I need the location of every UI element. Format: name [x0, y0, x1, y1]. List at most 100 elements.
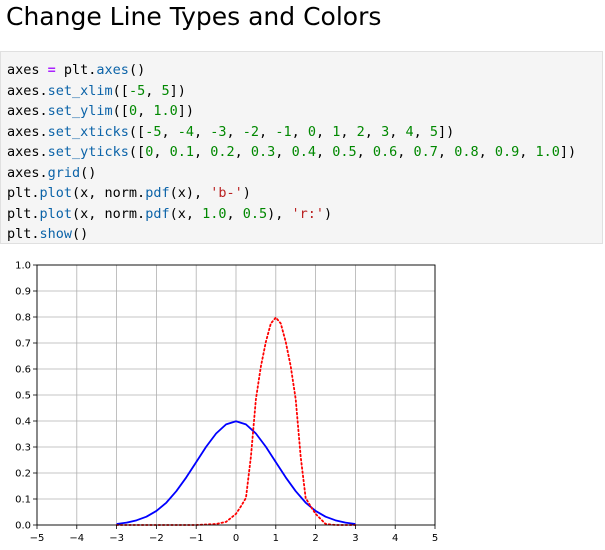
code-token: , [397, 144, 414, 160]
code-token: 5 [161, 82, 170, 99]
x-tick-label: 0 [233, 533, 239, 544]
code-token: 1 [332, 123, 341, 140]
code-token: set_xticks [47, 123, 129, 140]
code-line: axes.set_ylim([0, 1.0]) [7, 101, 576, 122]
code-line: plt.plot(x, norm.pdf(x, 1.0, 0.5), 'r:') [7, 204, 576, 225]
code-token: , [413, 123, 430, 140]
code-token: ([ [128, 144, 146, 160]
code-token: () [72, 226, 89, 242]
code-token: 1.0 [202, 205, 227, 222]
code-token: , [161, 123, 178, 140]
line-chart: −5 −4 −3 −2 −1 0 1 2 3 4 5 0.0 0.1 0.2 0.3 0.4 0.5 0.6 0.7… [15, 261, 438, 545]
code-token: plot [39, 185, 73, 201]
code-token: , [226, 123, 243, 140]
code-token: , [275, 144, 292, 160]
y-tick-label: 0.1 [15, 495, 31, 506]
code-token: () [80, 164, 97, 181]
code-line: axes.set_yticks([0, 0.1, 0.2, 0.3, 0.4, … [7, 142, 576, 163]
code-token: , [193, 144, 211, 160]
code-token: show [39, 226, 73, 242]
code-token: , [364, 123, 382, 140]
code-line: axes.set_xlim([-5, 5]) [7, 81, 576, 102]
code-token: , [315, 144, 333, 160]
code-token: 'b-' [210, 185, 243, 201]
code-token: axes. [7, 123, 48, 140]
code-token: axes. [7, 82, 48, 99]
y-tick-label: 0.9 [15, 287, 31, 298]
code-token: , [193, 123, 211, 140]
code-token: 0.1 [169, 144, 194, 160]
code-token: -5 [128, 82, 146, 99]
code-token: -1 [275, 123, 292, 140]
y-tick-label: 0.6 [15, 365, 31, 376]
code-token: plt. [55, 62, 97, 78]
y-tick-label: 0.4 [15, 417, 31, 428]
y-tick-label: 0.3 [15, 443, 31, 454]
y-tick-label: 0.8 [15, 313, 31, 324]
code-token: 0 [128, 103, 138, 119]
code-token: 0.2 [210, 144, 235, 160]
code-token: 4 [405, 123, 414, 140]
series-line-red [115, 316, 357, 526]
code-token: axes [96, 62, 129, 78]
code-token: 5 [429, 123, 439, 140]
code-token: , [519, 144, 536, 160]
code-token: -3 [210, 123, 227, 140]
code-token: 0.8 [454, 144, 479, 160]
code-token: 0.5 [332, 144, 357, 160]
code-line: axes = plt.axes() [7, 60, 576, 81]
code-token: ), [267, 205, 292, 222]
code-token: , [153, 144, 170, 160]
code-token: axes. [7, 144, 48, 160]
x-tick-label: 2 [312, 533, 318, 544]
code-token: ]) [559, 144, 577, 160]
code-token: , [291, 123, 308, 140]
code-token: 1.0 [535, 144, 560, 160]
code-token: () [128, 62, 146, 78]
x-tick-label: −1 [189, 533, 204, 544]
code-token: -2 [242, 123, 260, 140]
code-token: pdf [145, 185, 170, 201]
code-token: 0 [307, 123, 316, 140]
code-token: , [145, 82, 162, 99]
y-tick-label: 0.2 [15, 469, 31, 480]
x-tick-label: −5 [30, 533, 45, 544]
code-token: axes. [7, 164, 48, 181]
x-tick-label: 1 [273, 533, 279, 544]
code-token: grid [47, 164, 81, 181]
code-token: , [340, 123, 357, 140]
code-token: ([ [112, 82, 129, 99]
code-lines: axes = plt.axes() axes.set_xlim([-5, 5]) a… [7, 60, 576, 245]
code-token: , [259, 123, 276, 140]
code-cell[interactable]: axes = plt.axes() axes.set_xlim([-5, 5]) a… [0, 51, 603, 244]
code-token: 0.7 [413, 144, 438, 160]
code-token: ([ [112, 103, 129, 119]
code-token: plt. [7, 185, 40, 201]
code-token: ) [242, 185, 251, 201]
code-token: 0.4 [291, 144, 316, 160]
code-token: (x, [169, 205, 203, 222]
code-token: -5 [145, 123, 162, 140]
code-token: , [137, 103, 154, 119]
code-token: , [234, 144, 251, 160]
code-token: set_xlim [47, 82, 113, 99]
code-token: (x, norm. [72, 185, 146, 201]
code-token: (x, norm. [72, 205, 146, 222]
code-token: ) [324, 205, 333, 222]
series-line-blue [116, 420, 356, 525]
code-line: axes.grid() [7, 163, 576, 184]
code-token: ]) [438, 123, 455, 140]
y-tick-label: 0.7 [15, 339, 31, 350]
code-token: 2 [356, 123, 365, 140]
code-token: plt. [7, 205, 40, 222]
code-token: set_ylim [47, 103, 113, 119]
x-tick-label: 3 [352, 533, 358, 544]
code-token: 0.6 [372, 144, 398, 160]
code-token: , [315, 123, 333, 140]
code-token: plt. [7, 226, 40, 242]
code-token: ]) [177, 103, 194, 119]
code-token: pdf [145, 205, 170, 222]
x-tick-label: −3 [109, 533, 124, 544]
x-tick-label: −2 [149, 533, 164, 544]
code-token: , [437, 144, 455, 160]
